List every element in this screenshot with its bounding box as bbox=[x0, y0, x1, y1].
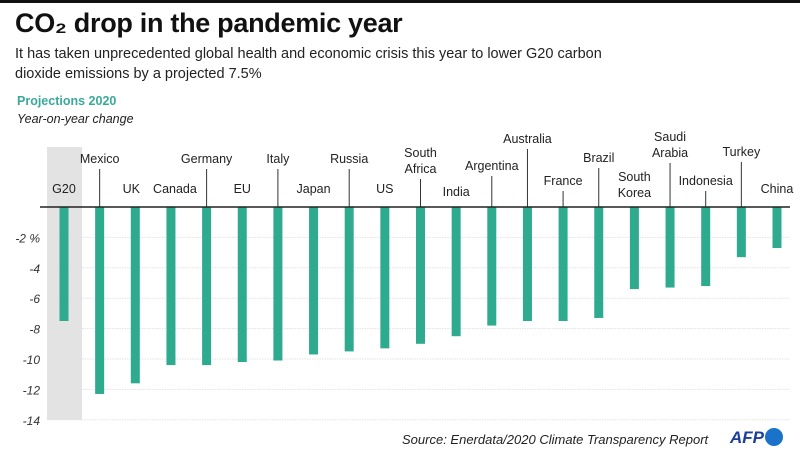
category-label: China bbox=[761, 182, 794, 196]
bar-india bbox=[451, 207, 461, 337]
category-label: Japan bbox=[297, 182, 331, 196]
chart-title: CO₂ drop in the pandemic year bbox=[15, 8, 403, 38]
y-tick-label: -10 bbox=[23, 353, 41, 367]
bar-mexico bbox=[95, 207, 105, 394]
category-label: G20 bbox=[52, 182, 76, 196]
category-label: UK bbox=[123, 182, 141, 196]
bar-uk bbox=[130, 207, 140, 384]
category-label: Indonesia bbox=[679, 174, 733, 188]
category-label: France bbox=[544, 174, 583, 188]
top-bar bbox=[0, 0, 800, 3]
category-label: EU bbox=[234, 182, 251, 196]
bar-south-africa bbox=[416, 207, 425, 344]
bar-indonesia bbox=[701, 207, 711, 287]
source-note: Source: Enerdata/2020 Climate Transparen… bbox=[402, 432, 709, 447]
bar-g20 bbox=[59, 207, 69, 321]
category-label: Mexico bbox=[80, 152, 120, 166]
category-label: South Africa bbox=[404, 146, 437, 176]
category-label: Brazil bbox=[583, 151, 614, 165]
category-label: Italy bbox=[266, 152, 290, 166]
category-label: Argentina bbox=[465, 159, 519, 173]
bar-eu bbox=[237, 207, 247, 363]
category-label: Canada bbox=[153, 182, 197, 196]
category-label: Australia bbox=[503, 132, 552, 146]
category-label: Turkey bbox=[722, 145, 760, 159]
bar-china bbox=[772, 207, 782, 249]
y-tick-label: -8 bbox=[29, 323, 40, 337]
bar-us bbox=[380, 207, 390, 349]
bar-japan bbox=[309, 207, 319, 355]
y-tick-label: -4 bbox=[29, 262, 40, 276]
category-label: Saudi Arabia bbox=[652, 130, 688, 160]
bar-france bbox=[558, 207, 568, 321]
bar-canada bbox=[166, 207, 176, 366]
section-sublabel: Year-on-year change bbox=[17, 112, 134, 126]
category-label: Russia bbox=[330, 152, 368, 166]
category-label: Germany bbox=[181, 152, 233, 166]
category-label: South Korea bbox=[618, 170, 651, 200]
y-tick-label: -6 bbox=[29, 292, 40, 306]
category-label: India bbox=[443, 185, 470, 199]
section-label: Projections 2020 bbox=[17, 94, 117, 108]
bar-russia bbox=[344, 207, 354, 352]
y-tick-label: -14 bbox=[23, 414, 41, 428]
afp-logo: AFP bbox=[730, 428, 783, 448]
category-label: US bbox=[376, 182, 393, 196]
bar-saudi-arabia bbox=[665, 207, 675, 288]
chart-subtitle: It has taken unprecedented global health… bbox=[15, 46, 602, 82]
bar-argentina bbox=[487, 207, 497, 326]
bar-turkey bbox=[736, 207, 746, 258]
bar-italy bbox=[273, 207, 283, 361]
y-tick-label: -2 % bbox=[15, 231, 40, 245]
bar-australia bbox=[522, 207, 532, 321]
y-tick-label: -12 bbox=[23, 383, 41, 397]
bar-brazil bbox=[594, 207, 604, 318]
bar-south-korea bbox=[629, 207, 639, 290]
bar-germany bbox=[202, 207, 212, 366]
